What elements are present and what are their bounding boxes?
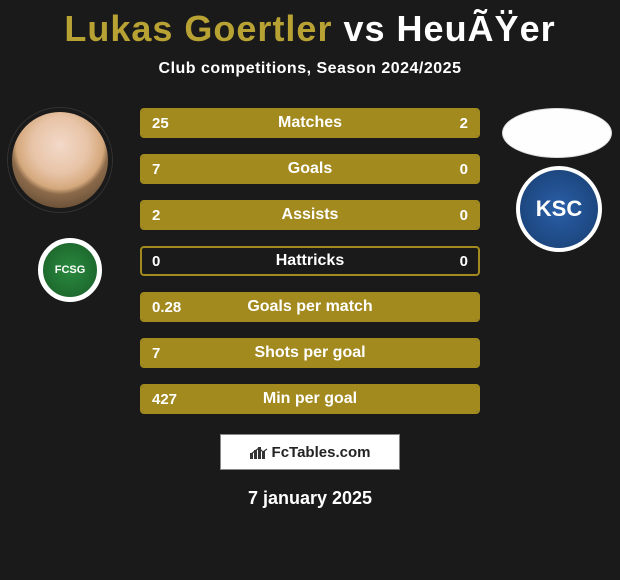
- player2-club-badge: KSC: [516, 166, 602, 252]
- brand-text: FcTables.com: [272, 444, 371, 461]
- footer-date: 7 january 2025: [0, 488, 620, 509]
- stat-row: 7Shots per goal: [140, 338, 480, 368]
- stat-label: Shots per goal: [142, 340, 478, 366]
- player1-avatar-block: [8, 108, 112, 212]
- club-left-text: FCSG: [55, 264, 86, 276]
- stat-label: Hattricks: [142, 248, 478, 274]
- comparison-body: FCSG KSC 252Matches 70Goals 20Assists 00Hat…: [0, 108, 620, 414]
- stat-row: 252Matches: [140, 108, 480, 138]
- club-badge-left: FCSG: [38, 238, 102, 302]
- player1-name: Lukas Goertler: [64, 8, 332, 49]
- stat-row: 427Min per goal: [140, 384, 480, 414]
- comparison-title: Lukas Goertler vs HeuÃŸer: [0, 0, 620, 50]
- player1-club-badge: FCSG: [38, 238, 102, 302]
- stat-label: Min per goal: [142, 386, 478, 412]
- player1-photo: [8, 108, 112, 212]
- stat-label: Matches: [142, 110, 478, 136]
- club-right-text: KSC: [536, 196, 582, 222]
- brand-badge: FcTables.com: [220, 434, 400, 470]
- stat-label: Goals per match: [142, 294, 478, 320]
- stat-label: Assists: [142, 202, 478, 228]
- vs-label: vs: [343, 8, 385, 49]
- stat-row: 20Assists: [140, 200, 480, 230]
- chart-icon: [250, 445, 268, 459]
- subtitle: Club competitions, Season 2024/2025: [0, 60, 620, 78]
- stat-row: 00Hattricks: [140, 246, 480, 276]
- player2-avatar-block: [502, 108, 612, 158]
- player2-photo: [502, 108, 612, 158]
- player2-name: HeuÃŸer: [397, 8, 556, 49]
- stat-row: 70Goals: [140, 154, 480, 184]
- stat-label: Goals: [142, 156, 478, 182]
- club-badge-right: KSC: [516, 166, 602, 252]
- stat-rows: 252Matches 70Goals 20Assists 00Hattricks 0.2…: [140, 108, 480, 414]
- stat-row: 0.28Goals per match: [140, 292, 480, 322]
